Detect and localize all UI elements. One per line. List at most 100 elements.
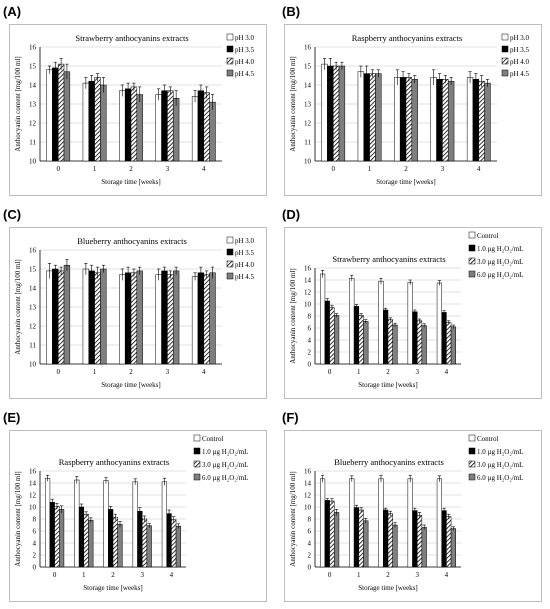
legend-label: pH 3.5 xyxy=(510,46,530,54)
legend-swatch xyxy=(468,244,476,252)
y-tick-label: 16 xyxy=(304,468,312,476)
bar xyxy=(441,510,447,568)
bar xyxy=(430,77,437,162)
bar xyxy=(100,268,107,365)
bar xyxy=(320,478,326,568)
bar xyxy=(399,77,407,162)
y-tick-label: 2 xyxy=(308,349,312,357)
bar xyxy=(450,528,456,568)
bar xyxy=(446,322,452,365)
bar xyxy=(82,268,90,365)
y-tick-label: 10 xyxy=(29,158,37,166)
legend-label: pH 3.5 xyxy=(235,249,255,257)
bar xyxy=(436,79,443,162)
bar xyxy=(450,326,456,365)
bar xyxy=(369,73,376,162)
y-tick-label: 13 xyxy=(29,304,37,312)
panel-e: (E) Raspberry anthocyanins extracts 0 2 4 6 8… xyxy=(0,406,275,609)
y-tick-label: 16 xyxy=(29,247,37,255)
y-tick-label: 11 xyxy=(304,139,311,147)
legend-swatch xyxy=(468,473,476,481)
y-axis-title: Anthocyanin content [mg/100 ml] xyxy=(14,259,22,354)
y-tick-label: 2 xyxy=(33,552,37,560)
legend-swatch xyxy=(501,33,509,41)
legend-label: 1.0 µg H₂O₂/mL xyxy=(477,448,523,456)
bar xyxy=(338,65,346,162)
x-tick-label: 3 xyxy=(415,368,419,376)
legend-swatch xyxy=(468,270,476,278)
x-tick-label: 3 xyxy=(166,165,170,173)
bar xyxy=(63,71,71,162)
y-tick-label: 12 xyxy=(304,120,312,128)
bar xyxy=(421,527,427,568)
bar xyxy=(191,276,199,365)
bar xyxy=(172,270,180,365)
bar xyxy=(209,101,216,162)
x-axis-title: Storage time [weeks] xyxy=(358,381,417,389)
x-tick-label: 2 xyxy=(386,368,390,376)
bar xyxy=(119,274,126,365)
bar xyxy=(441,312,447,365)
x-tick-label: 1 xyxy=(357,368,361,376)
x-tick-label: 0 xyxy=(331,165,335,173)
x-tick-label: 4 xyxy=(170,571,174,579)
y-tick-label: 11 xyxy=(29,342,36,350)
legend-swatch xyxy=(193,434,201,442)
chart-title: Raspberry anthocyanins extracts xyxy=(59,457,169,467)
x-tick-label: 1 xyxy=(93,368,97,376)
legend-label: pH 3.0 xyxy=(235,34,255,42)
bar xyxy=(327,65,334,162)
bar xyxy=(203,274,210,365)
bar xyxy=(49,501,55,568)
bar xyxy=(59,509,65,568)
bar xyxy=(378,478,384,568)
y-tick-label: 12 xyxy=(29,323,37,331)
bar xyxy=(363,321,369,365)
legend-label: 1.0 µg H₂O₂/mL xyxy=(202,448,248,456)
y-tick-label: 2 xyxy=(308,552,312,560)
bar xyxy=(57,63,65,162)
y-tick-label: 14 xyxy=(304,277,312,285)
legend-swatch xyxy=(193,473,201,481)
y-tick-label: 16 xyxy=(29,468,37,476)
bar xyxy=(88,80,95,162)
bar xyxy=(436,282,442,365)
y-tick-label: 14 xyxy=(29,82,37,90)
chart-raspberry-ph: Raspberry anthocyanins extracts101112131… xyxy=(289,33,530,186)
bar xyxy=(137,510,143,568)
y-tick-label: 0 xyxy=(308,564,312,572)
bar xyxy=(478,80,485,162)
panel-d: (D) Strawberry anthocyanins extracts 0 2 4 6… xyxy=(275,203,550,406)
legend-swatch xyxy=(468,460,476,468)
bar xyxy=(52,67,59,162)
bar xyxy=(88,519,94,568)
x-tick-label: 4 xyxy=(477,165,481,173)
bar xyxy=(124,88,132,162)
bar xyxy=(407,282,413,365)
bar xyxy=(320,273,326,365)
bar xyxy=(484,82,491,162)
y-axis-title: Anthocyanin content [mg/100 ml] xyxy=(289,471,297,566)
x-tick-label: 0 xyxy=(53,571,57,579)
bar xyxy=(363,520,369,568)
legend-label: Control xyxy=(477,435,498,443)
panel-label: (C) xyxy=(3,207,22,222)
x-tick-label: 3 xyxy=(140,571,144,579)
bar xyxy=(392,524,398,568)
bar xyxy=(52,268,59,365)
legend-label: 6.0 µg H₂O₂/mL xyxy=(202,474,248,482)
legend-label: pH 4.5 xyxy=(235,70,255,78)
bar xyxy=(112,516,118,568)
panel-f: (F) Blueberry anthocyanins extracts 0 2 4 6 8… xyxy=(275,406,550,609)
x-tick-label: 4 xyxy=(445,368,449,376)
legend-swatch xyxy=(226,45,234,53)
bar xyxy=(103,480,109,568)
legend-swatch xyxy=(226,260,234,268)
x-tick-label: 0 xyxy=(56,165,60,173)
bar xyxy=(447,80,455,162)
chart-title: Blueberry anthocyanins extracts xyxy=(77,236,187,246)
chart-box: Strawberry anthocyanins extracts 0 2 4 6 8 10 1… xyxy=(284,227,542,399)
chart-raspberry-h2o2: Raspberry anthocyanins extracts024681012… xyxy=(14,434,248,592)
legend-swatch xyxy=(501,45,509,53)
bar xyxy=(136,94,143,162)
